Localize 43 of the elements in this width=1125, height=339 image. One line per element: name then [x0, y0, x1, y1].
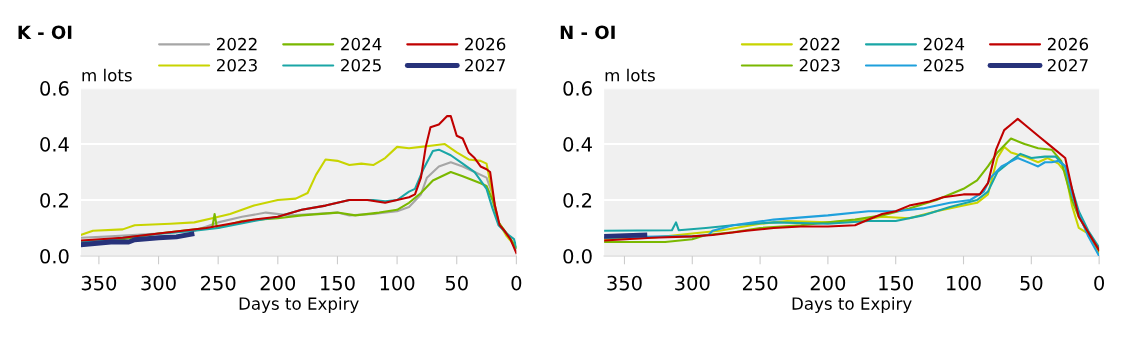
x-tick-label: 350: [607, 275, 642, 291]
x-tick-label: 300: [141, 275, 176, 291]
x-tick-label: 350: [81, 275, 117, 291]
x-tick-label: 200: [810, 275, 846, 291]
legend-label: 2026: [465, 37, 506, 51]
legend-label: 2027: [1047, 58, 1088, 72]
x-axis-title: Days to Expiry: [792, 296, 912, 314]
y-tick-label: 0.2: [40, 192, 68, 208]
y-tick-label: 0.6: [563, 81, 592, 96]
y-axis-title: m lots: [82, 68, 132, 82]
legend-label: 2023: [799, 58, 840, 72]
y-tick-label: 0.6: [40, 81, 69, 96]
x-tick-label: 0: [1094, 275, 1105, 291]
x-tick-label: 250: [201, 275, 236, 291]
legend-label: 2025: [923, 58, 964, 72]
x-tick-label: 150: [321, 275, 355, 291]
x-tick-label: 250: [742, 275, 778, 291]
y-tick-label: 0.4: [40, 137, 69, 152]
x-tick-label: 200: [260, 275, 296, 291]
x-tick-label: 300: [675, 275, 710, 291]
chart-title: N - OI: [560, 25, 615, 40]
x-axis-title: Days to Expiry: [239, 296, 359, 314]
y-tick-label: 0.2: [563, 192, 592, 208]
y-axis-title: m lots: [605, 68, 655, 82]
x-tick-label: 100: [947, 275, 981, 291]
legend-label: 2025: [341, 58, 381, 72]
legend-label: 2023: [217, 58, 257, 72]
y-tick-label: 0.0: [40, 248, 69, 264]
x-tick-label: 150: [879, 275, 913, 291]
x-tick-label: 50: [1020, 275, 1043, 291]
y-tick-label: 0.0: [563, 248, 592, 264]
legend-label: 2022: [217, 37, 257, 51]
x-tick-label: 100: [380, 275, 415, 291]
line-series: [81, 231, 195, 248]
y-tick-label: 0.4: [563, 137, 592, 152]
chart-title: K - OI: [18, 25, 72, 40]
x-tick-label: 50: [445, 275, 468, 291]
legend-label: 2024: [923, 37, 965, 51]
legend-label: 2022: [799, 37, 840, 51]
legend-label: 2024: [341, 37, 382, 51]
x-tick-label: 0: [511, 275, 522, 291]
legend-label: 2027: [465, 58, 505, 72]
legend-label: 2026: [1047, 37, 1089, 51]
